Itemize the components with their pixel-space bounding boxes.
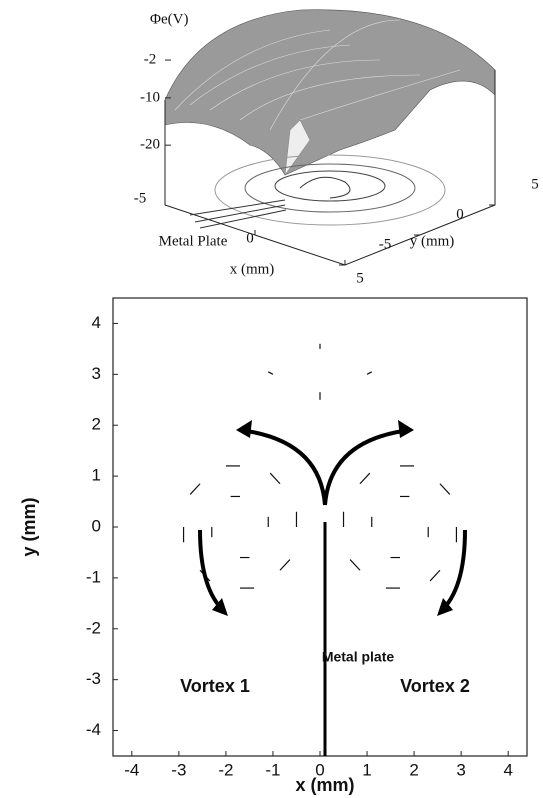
x-tick-label: -3 [171,760,186,779]
surface-illustration [165,10,495,265]
x-label: x (mm) [230,261,275,277]
z-label: Φe(V) [150,11,188,27]
field [184,344,457,588]
arrowheads [212,420,453,616]
vector [440,484,450,495]
x-tick-label: -5 [134,190,147,206]
vector [430,570,440,581]
y-axis-title: y (mm) [19,497,39,556]
vector [268,372,273,375]
x-tick-label: 4 [503,760,512,779]
y-tick-label: 1 [92,466,101,485]
z-tick-label: -10 [140,89,160,105]
contour [300,177,350,198]
vortex-label: Vortex 1 [180,676,250,696]
y-tick-label: 5 [531,176,539,192]
y-tick-label: -2 [86,618,101,637]
figure: Metal Plate Φe(V) x (mm) y (mm) Metal pl… [0,0,543,798]
x-tick-label: 5 [356,270,364,286]
y-tick-label: -3 [86,669,101,688]
y-tick-label: -5 [379,236,392,252]
x-tick-label: -2 [218,760,233,779]
y-tick-label: 0 [92,516,101,535]
flow-arrows [200,430,465,612]
surface [165,10,495,175]
x-tick-label: -1 [265,760,280,779]
y-tick-label: 0 [456,206,464,222]
x-tick-label: -4 [124,760,139,779]
vector [270,473,280,484]
y-tick-label: -4 [86,720,101,739]
y-tick-label: 3 [92,364,101,383]
contour [275,171,385,201]
x-axis-title: x (mm) [295,775,354,795]
z-tick-label: -20 [140,137,160,153]
plate-annotation: Metal plate [322,649,395,665]
vector [367,372,372,375]
y-tick-label: -1 [86,567,101,586]
vector [360,473,370,484]
page: Metal Plate Φe(V) x (mm) y (mm) Metal pl… [0,0,543,798]
plate-lines [190,200,286,228]
x-tick-label: 0 [315,760,324,779]
plate-label: Metal Plate [159,233,228,249]
vector [280,560,290,571]
vortex-label: Vortex 2 [400,676,470,696]
y-label: y (mm) [410,233,455,249]
z-tick-label: -2 [144,51,157,67]
vector [350,560,360,571]
x-tick-label: 1 [362,760,371,779]
x-tick-label: 0 [246,230,254,246]
x-tick-label: 2 [409,760,418,779]
contour [215,155,445,225]
x-tick-label: 3 [456,760,465,779]
vector [190,484,200,495]
y-tick-label: 2 [92,415,101,434]
y-tick-label: 4 [92,313,101,332]
